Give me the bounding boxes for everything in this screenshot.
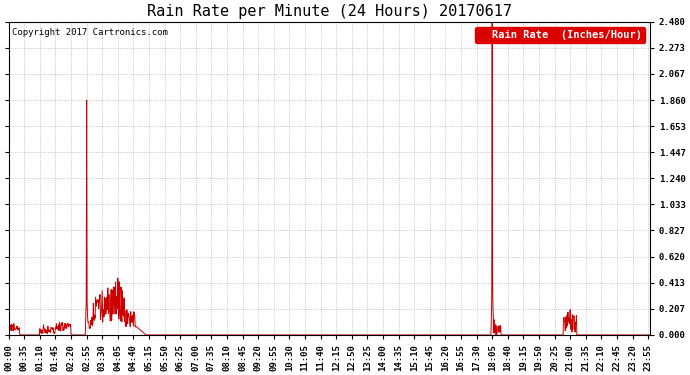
Legend: Rain Rate  (Inches/Hour): Rain Rate (Inches/Hour) [475,27,644,43]
Title: Rain Rate per Minute (24 Hours) 20170617: Rain Rate per Minute (24 Hours) 20170617 [147,4,512,19]
Text: Copyright 2017 Cartronics.com: Copyright 2017 Cartronics.com [12,28,168,37]
